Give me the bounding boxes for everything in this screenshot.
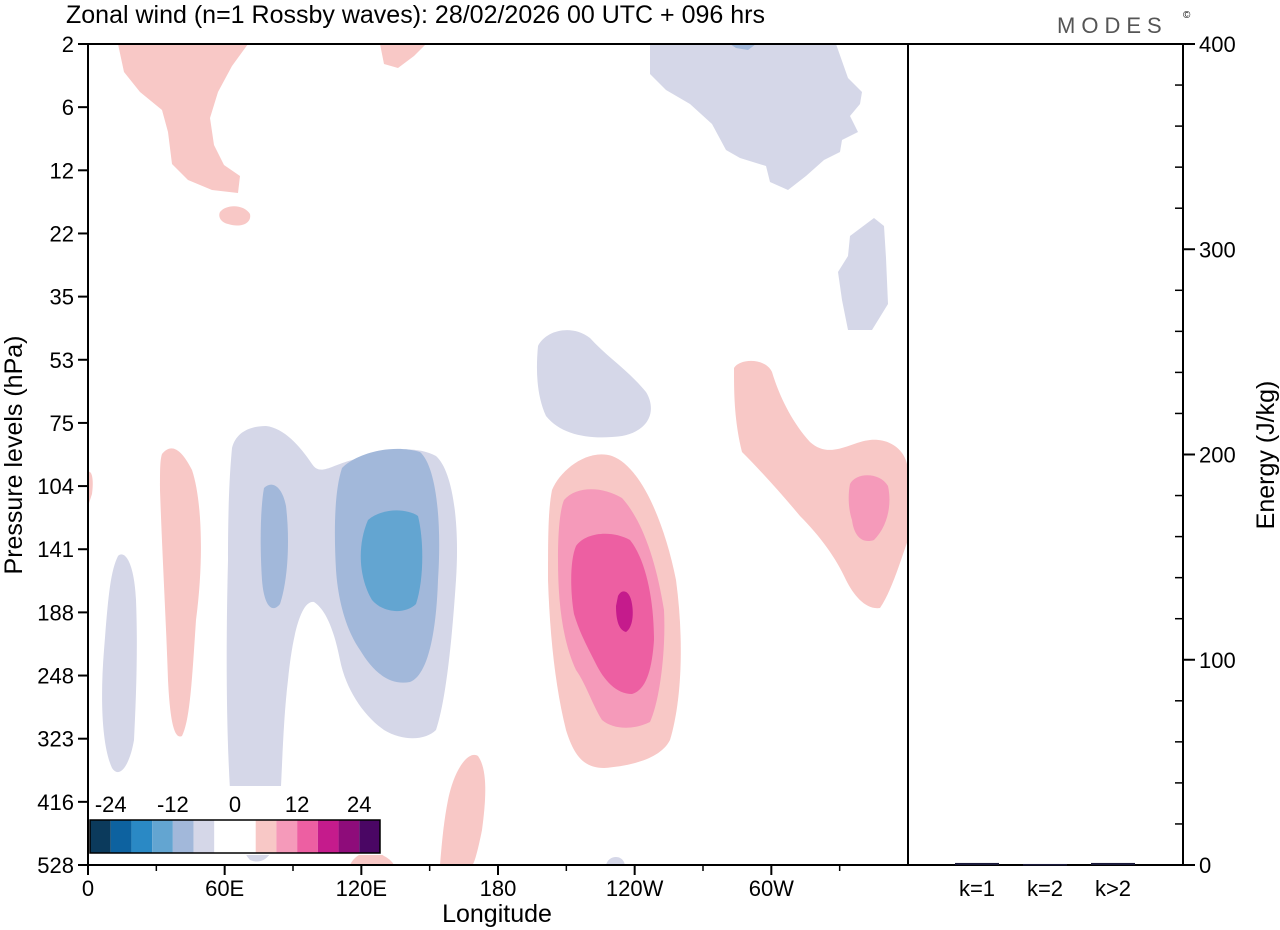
y-tick-label: 104 [37,474,74,499]
x-tick-label: 180 [480,876,517,901]
colorbar-label: -24 [95,792,127,817]
contour-neg-4 [536,330,651,438]
x-tick-label: 120W [606,876,664,901]
colorbar-label: 24 [347,792,371,817]
x-tick-label: 60W [749,876,794,901]
energy-tick-label: 300 [1199,237,1236,262]
colorbar-swatch [235,820,256,853]
energy-bar [955,862,999,865]
colorbar-swatch [152,820,173,853]
colorbar-swatch [276,820,298,853]
contour-neg-10 [606,856,625,865]
brand-logo: MODES [1057,13,1168,38]
y-tick-label: 6 [62,95,74,120]
colorbar-label: 0 [229,792,241,817]
colorbar-swatch [338,820,360,853]
colorbar-label: -12 [157,792,189,817]
contour-neg-5 [102,554,137,773]
contour-pos-11 [616,591,633,632]
contour-neg-9 [260,484,288,609]
y-tick-label: 12 [50,158,74,183]
energy-tick-label: 0 [1199,853,1211,878]
colorbar-swatch [90,820,111,853]
x-tick-label: 0 [82,876,94,901]
contour-pos-12 [440,754,486,865]
y-axis: 2 6 12 22 35 53 75 104 141 188 248 323 416 528 [37,32,88,878]
contour-neg-2 [730,44,756,50]
colorbar-swatch [255,820,277,853]
contour-pos-7 [160,448,201,737]
energy-axis-title: Energy (J/kg) [1252,381,1280,530]
y-axis-title: Pressure levels (hPa) [0,336,28,575]
y-tick-label: 188 [37,600,74,625]
colorbar-swatch [131,820,153,853]
x-axis: 0 60E 120E 180 120W 60W [82,865,841,901]
y-tick-label: 22 [50,221,74,246]
y-tick-label: 53 [50,348,74,373]
contour-pos-10 [571,533,654,694]
contour-pos-13 [350,851,394,865]
brand-mark: © [1183,10,1191,21]
energy-category-label: k=1 [959,876,995,901]
contour-pos-2 [219,206,251,226]
contour-pos-5 [848,475,890,542]
energy-tick-label: 200 [1199,443,1236,468]
y-tick-label: 141 [37,537,74,562]
contour-neg-8 [360,510,423,612]
x-axis-title: Longitude [442,900,552,928]
x-tick-label: 120E [336,876,387,901]
contour-pos-4 [734,360,908,609]
energy-tick-label: 100 [1199,648,1236,673]
y-tick-label: 75 [50,411,74,436]
colorbar-label: 12 [285,792,309,817]
colorbar-swatch [172,820,194,853]
energy-y-axis: 0 100 200 300 400 [1175,32,1236,878]
colorbar-swatch [317,820,339,853]
energy-x-axis: k=1 k=2 k>2 [959,876,1131,901]
chart-title: Zonal wind (n=1 Rossby waves): 28/02/202… [66,1,765,29]
colorbar-swatch [297,820,318,853]
x-tick-label: 60E [205,876,244,901]
energy-category-label: k=2 [1027,876,1063,901]
contour-pos-3 [380,44,426,68]
contour-pos-6 [88,471,93,508]
contour-plot [88,44,908,865]
colorbar-swatch [110,820,132,853]
y-tick-label: 35 [50,285,74,310]
y-tick-label: 2 [62,32,74,57]
colorbar-swatch [359,820,380,853]
contour-pos-1 [118,44,248,193]
y-tick-label: 248 [37,664,74,689]
energy-category-label: k>2 [1095,876,1131,901]
energy-tick-label: 400 [1199,32,1236,57]
y-tick-label: 528 [37,853,74,878]
y-tick-label: 323 [37,727,74,752]
colorbar-frame [89,819,381,854]
contour-neg-3 [838,218,888,330]
energy-bar [1023,863,1067,866]
y-tick-label: 416 [37,790,74,815]
colorbar: -24 -12 0 12 24 [88,786,382,855]
energy-bar [1091,862,1135,865]
colorbar-swatch [214,820,235,853]
contour-neg-1 [650,44,862,190]
energy-bars [955,862,1135,866]
colorbar-swatch [193,820,215,853]
